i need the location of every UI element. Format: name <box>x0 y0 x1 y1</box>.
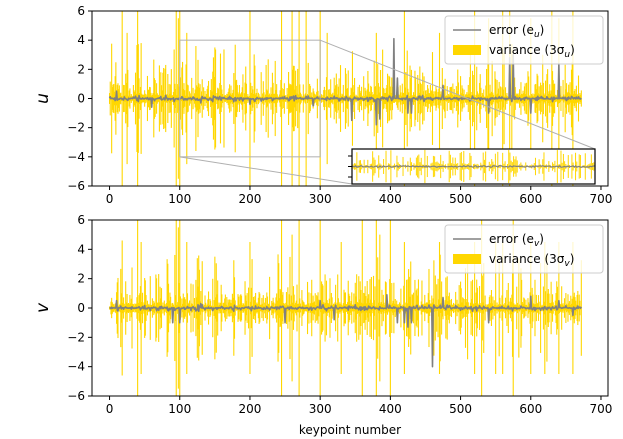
legend-v: error (ev) variance (3σv) <box>444 224 604 274</box>
legend-error-main: error (e <box>489 23 534 37</box>
y-tick-label: 4 <box>77 242 85 256</box>
y-axis-label-u: u <box>33 93 53 104</box>
zoom-indicator <box>179 39 596 185</box>
legend-error-close: ) <box>539 232 544 246</box>
x-tick-label: 500 <box>449 192 472 206</box>
y-tick-label: −4 <box>67 360 85 374</box>
legend-variance-patch <box>453 45 481 55</box>
legend-variance-sub: v <box>564 259 570 269</box>
x-tick-label: 600 <box>519 192 542 206</box>
legend-variance-close: ) <box>570 252 575 266</box>
legend-variance-label: variance (3σu) <box>489 43 575 60</box>
y-tick-label: 0 <box>77 301 85 315</box>
axis-ticks-v: 0 100 200 300 400 500 600 700 −6 −4 −2 0 2 4 6 <box>67 213 612 416</box>
y-tick-label: −6 <box>67 389 85 403</box>
zoom-connector <box>319 39 596 150</box>
x-tick-label: 0 <box>106 192 114 206</box>
x-tick-label: 400 <box>379 402 402 416</box>
error-line <box>108 37 582 126</box>
panel-u: 0 100 200 300 400 500 600 700 −6 −4 −2 0 2 4 6 u error… <box>33 4 612 206</box>
y-tick-label: −6 <box>67 179 85 193</box>
x-tick-label: 200 <box>239 192 262 206</box>
legend-variance-close: ) <box>570 43 575 57</box>
x-tick-label: 0 <box>106 402 114 416</box>
x-tick-label: 500 <box>449 402 472 416</box>
legend-variance-sub: u <box>564 50 570 60</box>
zoom-rectangle <box>179 39 321 158</box>
inset-error-line <box>351 164 596 169</box>
legend-variance-main: variance (3σ <box>489 43 565 57</box>
x-tick-label: 100 <box>168 402 191 416</box>
x-axis-label: keypoint number <box>299 423 401 437</box>
legend-error-main: error (e <box>489 232 534 246</box>
y-axis-label-v: v <box>33 302 53 313</box>
x-tick-label: 300 <box>309 192 332 206</box>
legend-variance-patch <box>453 254 481 264</box>
y-tick-label: 0 <box>77 92 85 106</box>
legend-error-sub: u <box>534 30 540 40</box>
y-tick-label: 4 <box>77 33 85 47</box>
x-tick-label: 200 <box>239 402 262 416</box>
plot-area-v <box>109 220 583 396</box>
y-tick-label: −2 <box>67 121 85 135</box>
legend-box <box>444 224 604 274</box>
x-tick-label: 400 <box>379 192 402 206</box>
y-tick-label: 6 <box>77 213 85 227</box>
legend-error-close: ) <box>540 23 545 37</box>
y-tick-label: −2 <box>67 330 85 344</box>
legend-error-label: error (eu) <box>489 23 544 40</box>
error-line <box>109 294 583 368</box>
x-tick-label: 100 <box>168 192 191 206</box>
y-tick-label: 2 <box>77 62 85 76</box>
x-tick-label: 700 <box>590 192 613 206</box>
legend-error-label: error (ev) <box>489 232 544 249</box>
legend-u: error (eu) variance (3σu) <box>444 15 604 65</box>
legend-variance-main: variance (3σ <box>489 252 565 266</box>
legend-box <box>444 15 604 65</box>
x-tick-label: 300 <box>309 402 332 416</box>
legend-variance-label: variance (3σv) <box>489 252 574 269</box>
axis-ticks-u: 0 100 200 300 400 500 600 700 −6 −4 −2 0 2 4 6 <box>67 4 612 206</box>
y-tick-label: 6 <box>77 4 85 18</box>
panel-v: 0 100 200 300 400 500 600 700 −6 −4 −2 0 2 4 6 v keypo… <box>33 213 612 437</box>
zoom-connector <box>179 156 353 185</box>
y-tick-label: −4 <box>67 150 85 164</box>
y-tick-label: 2 <box>77 272 85 286</box>
x-tick-label: 700 <box>590 402 613 416</box>
legend-error-sub: v <box>534 239 540 249</box>
x-tick-label: 600 <box>519 402 542 416</box>
inset-axes <box>348 148 596 185</box>
